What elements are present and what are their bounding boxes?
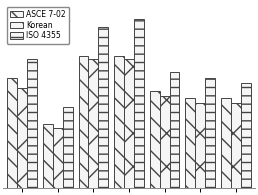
Bar <box>63 107 73 188</box>
Bar <box>134 19 144 188</box>
Bar <box>78 56 88 188</box>
Bar <box>205 79 215 188</box>
Bar <box>27 59 37 188</box>
Bar <box>98 27 108 188</box>
Bar <box>170 72 180 188</box>
Bar <box>160 96 170 188</box>
Bar <box>7 79 17 188</box>
Bar <box>17 88 27 188</box>
Bar <box>231 103 241 188</box>
Bar <box>53 129 63 188</box>
Bar <box>88 59 98 188</box>
Bar <box>43 124 53 188</box>
Bar <box>114 56 124 188</box>
Bar <box>150 91 160 188</box>
Bar <box>185 98 195 188</box>
Legend: ASCE 7-02, Korean, ISO 4355: ASCE 7-02, Korean, ISO 4355 <box>7 7 69 43</box>
Bar <box>124 59 134 188</box>
Bar <box>195 103 205 188</box>
Bar <box>221 98 231 188</box>
Bar <box>241 83 251 188</box>
